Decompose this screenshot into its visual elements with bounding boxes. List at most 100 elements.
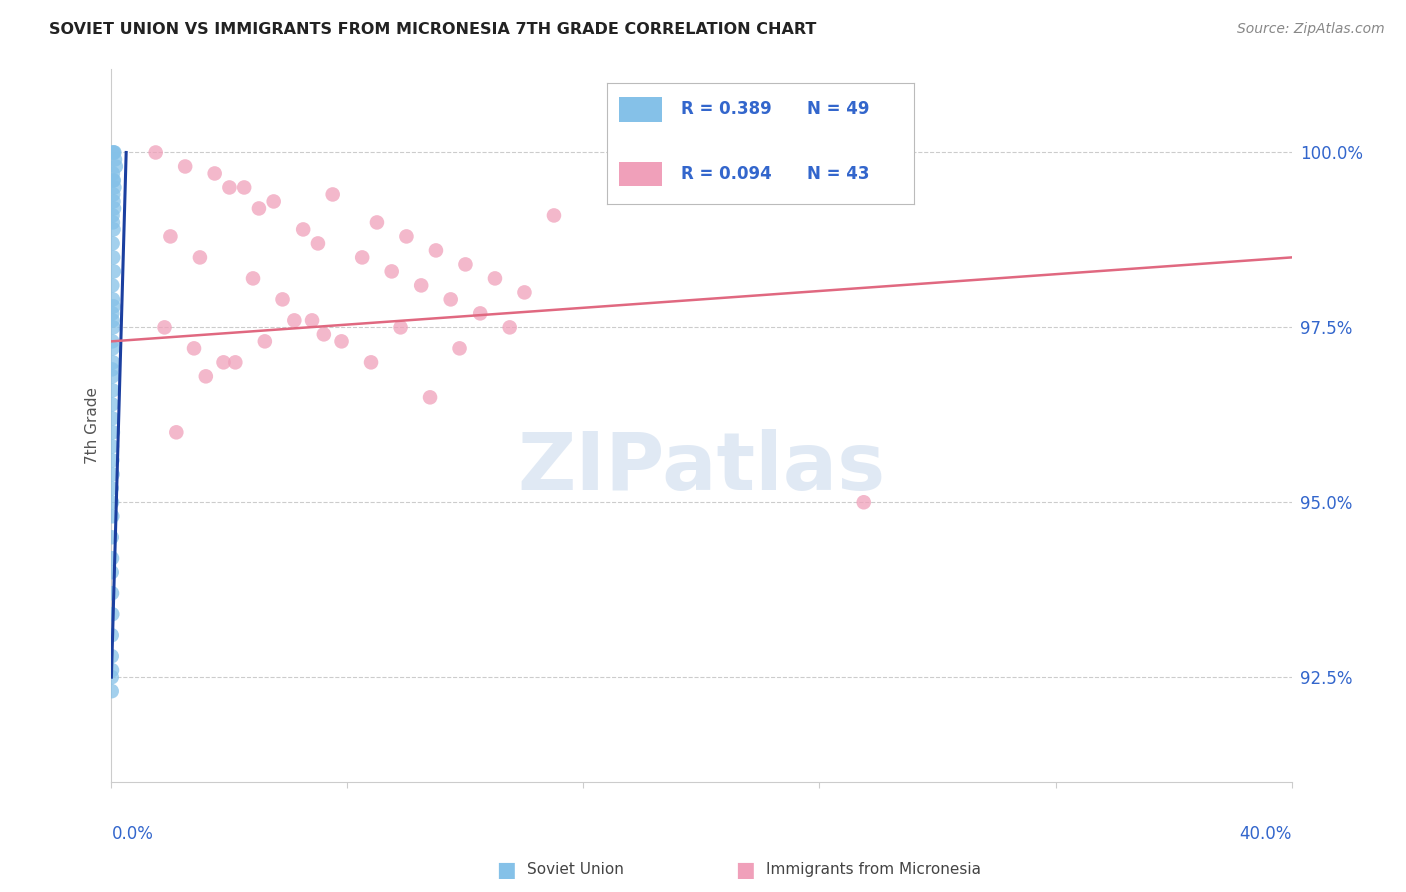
Point (101, 509, 124, 524)
Point (104, 160, 127, 174)
Point (513, 285, 536, 300)
Point (101, 278, 124, 293)
Point (101, 215, 124, 229)
Point (101, 425, 124, 440)
Point (103, 264, 125, 278)
Point (101, 251, 124, 265)
Point (101, 369, 124, 384)
Point (159, 229, 181, 244)
Point (101, 495, 124, 509)
Point (101, 313, 124, 327)
Point (174, 160, 197, 174)
Point (103, 145, 125, 160)
Point (103, 299, 125, 313)
Point (101, 355, 124, 369)
Point (449, 342, 471, 356)
Point (145, 145, 167, 160)
Text: ZIPatlas: ZIPatlas (517, 429, 886, 508)
Point (233, 180, 256, 194)
Point (247, 202, 270, 216)
Point (101, 453, 124, 467)
Point (484, 271, 506, 285)
Point (101, 663, 124, 677)
Point (101, 384, 124, 398)
Point (103, 194, 125, 209)
Point (852, 495, 875, 509)
Text: ■: ■ (496, 860, 516, 880)
Point (360, 355, 382, 369)
Point (425, 244, 447, 258)
Point (183, 342, 205, 356)
Point (212, 355, 235, 369)
Point (101, 334, 124, 349)
Point (100, 566, 122, 580)
Point (101, 320, 124, 334)
Point (389, 320, 412, 334)
Point (101, 607, 124, 622)
Point (100, 670, 122, 684)
Text: 0.0%: 0.0% (111, 825, 153, 843)
Point (101, 306, 124, 320)
Point (104, 153, 127, 167)
Point (218, 180, 240, 194)
Point (330, 334, 353, 349)
Point (103, 173, 125, 187)
Point (101, 209, 124, 223)
Point (103, 222, 125, 236)
Point (101, 236, 124, 251)
Point (165, 425, 187, 440)
Point (100, 481, 122, 495)
Point (301, 313, 323, 327)
Point (101, 439, 124, 453)
Point (103, 180, 125, 194)
Point (204, 166, 226, 180)
Point (101, 411, 124, 425)
Point (101, 187, 124, 202)
Point (101, 145, 124, 160)
Point (101, 467, 124, 482)
Point (100, 530, 122, 544)
Point (101, 586, 124, 600)
Point (499, 320, 522, 334)
Point (101, 362, 124, 376)
Text: Immigrants from Micronesia: Immigrants from Micronesia (766, 863, 981, 877)
Point (100, 628, 122, 642)
Point (101, 397, 124, 411)
Point (395, 229, 418, 244)
Point (470, 306, 492, 320)
Point (292, 222, 315, 236)
Text: Soviet Union: Soviet Union (527, 863, 624, 877)
Point (263, 194, 285, 209)
Point (283, 313, 305, 327)
Point (101, 293, 124, 307)
Point (352, 251, 374, 265)
Point (153, 320, 176, 334)
Point (322, 187, 344, 202)
Text: 40.0%: 40.0% (1239, 825, 1292, 843)
Point (103, 145, 125, 160)
Point (101, 173, 124, 187)
Point (381, 264, 404, 278)
Point (307, 236, 329, 251)
Point (312, 327, 335, 342)
Point (419, 390, 441, 404)
Text: SOVIET UNION VS IMMIGRANTS FROM MICRONESIA 7TH GRADE CORRELATION CHART: SOVIET UNION VS IMMIGRANTS FROM MICRONES… (49, 22, 817, 37)
Text: Source: ZipAtlas.com: Source: ZipAtlas.com (1237, 22, 1385, 37)
Point (101, 551, 124, 566)
Point (103, 202, 125, 216)
Text: ■: ■ (735, 860, 755, 880)
Point (224, 355, 246, 369)
Point (188, 251, 211, 265)
Point (194, 369, 217, 384)
Point (366, 215, 388, 229)
Point (440, 293, 463, 307)
Point (454, 257, 477, 271)
Point (100, 649, 122, 664)
Point (100, 684, 122, 698)
Point (101, 342, 124, 356)
Point (543, 209, 565, 223)
Point (101, 166, 124, 180)
Point (242, 271, 264, 285)
Y-axis label: 7th Grade: 7th Grade (86, 387, 100, 464)
Point (253, 334, 276, 349)
